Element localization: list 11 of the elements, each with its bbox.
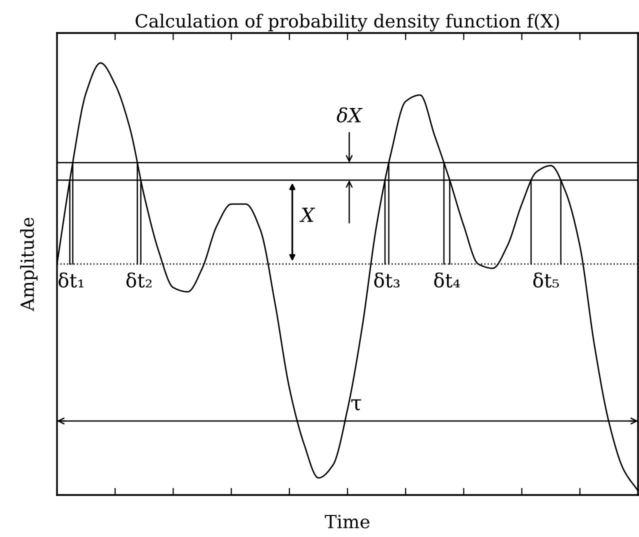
x-axis-title: Time bbox=[324, 514, 370, 528]
annotation: δt₅ bbox=[533, 272, 559, 288]
ref-line-label: τ bbox=[351, 399, 362, 410]
annotation: δX bbox=[336, 107, 363, 122]
annotation: δt₄ bbox=[434, 272, 460, 288]
y-axis-title: Amplitude bbox=[20, 218, 38, 312]
chart-title: Calculation of probability density function f(X) bbox=[136, 14, 559, 32]
annotation: δt₃ bbox=[374, 272, 400, 288]
annotation: δt₂ bbox=[126, 272, 152, 288]
annotation: δt₁ bbox=[58, 272, 84, 288]
annotation: X bbox=[299, 208, 316, 222]
